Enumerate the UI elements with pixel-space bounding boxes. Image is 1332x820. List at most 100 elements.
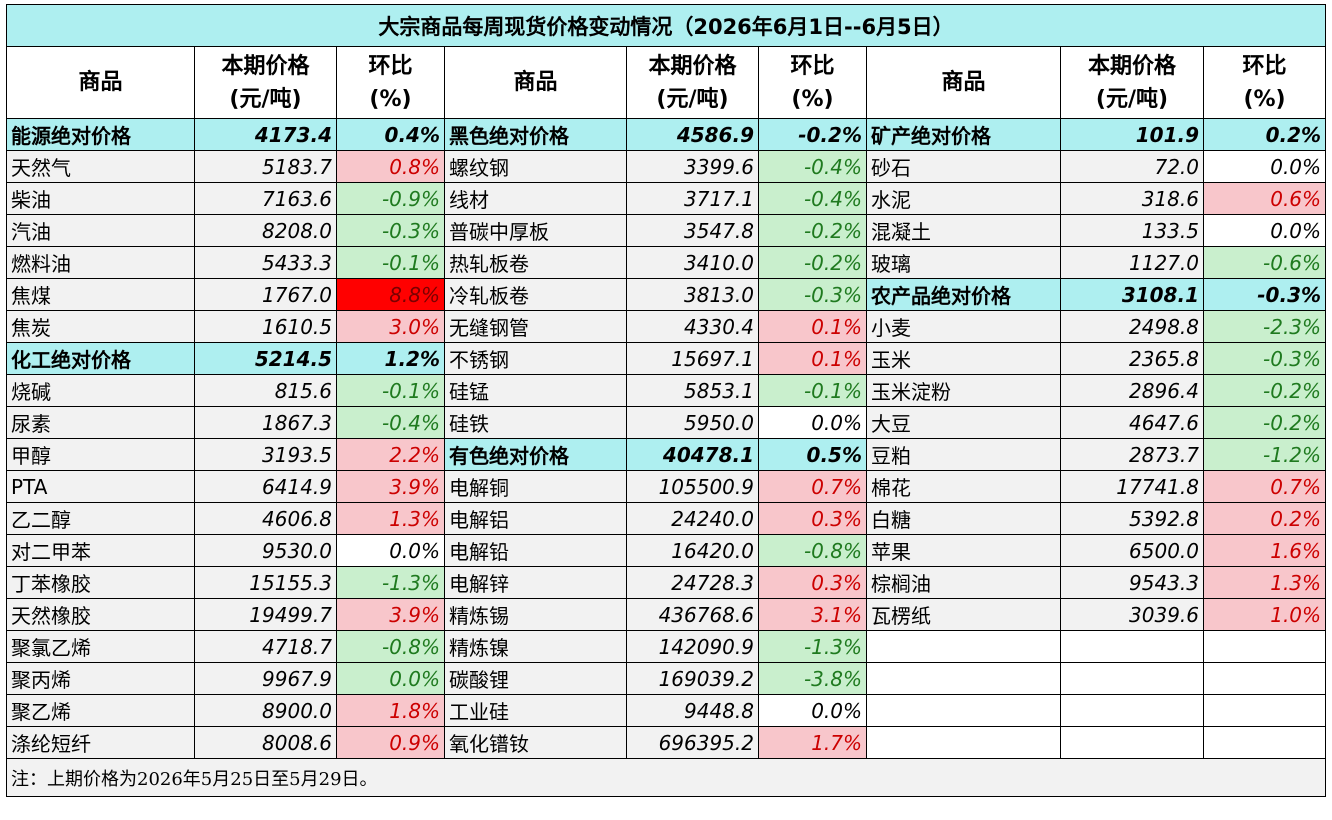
group-price: 4173.4 bbox=[194, 118, 337, 151]
table-row: 对二甲苯 9530.0 0.0% 电解铅 16420.0 -0.8% 苹果 6500.0 1.6… bbox=[6, 534, 1327, 567]
table-row: 涤纶短纤 8008.6 0.9% 氧化镨钕 696395.2 1.7% bbox=[6, 726, 1327, 759]
commodity-name: 燃料油 bbox=[6, 246, 195, 279]
commodity-price: 5950.0 bbox=[626, 406, 759, 439]
commodity-name: 冷轧板卷 bbox=[444, 278, 627, 311]
table-row: 焦炭 1610.5 3.0% 无缝钢管 4330.4 0.1% 小麦 2498.8 -2.3% bbox=[6, 310, 1327, 343]
commodity-price: 8900.0 bbox=[194, 694, 337, 727]
commodity-price: 3399.6 bbox=[626, 150, 759, 183]
commodity-price: 9543.3 bbox=[1060, 566, 1204, 599]
commodity-price: 16420.0 bbox=[626, 534, 759, 567]
commodity-price: 133.5 bbox=[1060, 214, 1204, 247]
commodity-price: 2498.8 bbox=[1060, 310, 1204, 343]
commodity-change bbox=[1202, 694, 1327, 727]
commodity-price: 24728.3 bbox=[626, 566, 759, 599]
group-name: 农产品绝对价格 bbox=[866, 278, 1061, 311]
table-row: 化工绝对价格 5214.5 1.2% 不锈钢 15697.1 0.1% 玉米 2365.8 -0… bbox=[6, 342, 1327, 375]
commodity-name: 电解铅 bbox=[444, 534, 627, 567]
commodity-change: 1.3% bbox=[1202, 566, 1327, 599]
commodity-price: 15155.3 bbox=[194, 566, 337, 599]
commodity-price: 5853.1 bbox=[626, 374, 759, 407]
commodity-change: 0.7% bbox=[758, 470, 867, 503]
commodity-price bbox=[1060, 726, 1204, 759]
price-table: 大宗商品每周现货价格变动情况（2026年6月1日--6月5日） 商品 本期价格 (元… bbox=[5, 4, 1327, 797]
commodity-price: 5433.3 bbox=[194, 246, 337, 279]
commodity-change: 0.6% bbox=[1202, 182, 1327, 215]
commodity-change: -0.3% bbox=[758, 278, 867, 311]
commodity-change: 1.6% bbox=[1202, 534, 1327, 567]
commodity-name bbox=[866, 630, 1061, 663]
header-change-line2: (%) bbox=[791, 86, 834, 112]
commodity-name: 汽油 bbox=[6, 214, 195, 247]
commodity-price: 9967.9 bbox=[194, 662, 337, 695]
commodity-price: 696395.2 bbox=[626, 726, 759, 759]
commodity-name: 柴油 bbox=[6, 182, 195, 215]
commodity-name: 氧化镨钕 bbox=[444, 726, 627, 759]
commodity-price: 3813.0 bbox=[626, 278, 759, 311]
group-price: 4586.9 bbox=[626, 118, 759, 151]
table-row: 焦煤 1767.0 8.8% 冷轧板卷 3813.0 -0.3% 农产品绝对价格 3108.1… bbox=[6, 278, 1327, 311]
commodity-price: 3547.8 bbox=[626, 214, 759, 247]
commodity-change: 0.0% bbox=[336, 534, 445, 567]
commodity-name: 精炼镍 bbox=[444, 630, 627, 663]
commodity-name: 精炼锡 bbox=[444, 598, 627, 631]
header-change-line2: (%) bbox=[369, 86, 412, 112]
commodity-name: 棕榈油 bbox=[866, 566, 1061, 599]
group-change: -0.2% bbox=[758, 118, 867, 151]
header-price-line2: (元/吨) bbox=[229, 86, 302, 112]
header-change-line1: 环比 bbox=[368, 53, 413, 79]
commodity-name: 电解铜 bbox=[444, 470, 627, 503]
commodity-price: 1610.5 bbox=[194, 310, 337, 343]
group-change: 0.5% bbox=[758, 438, 867, 471]
header-price-line2: (元/吨) bbox=[1095, 86, 1169, 112]
commodity-price: 3717.1 bbox=[626, 182, 759, 215]
commodity-price: 105500.9 bbox=[626, 470, 759, 503]
commodity-price: 1127.0 bbox=[1060, 246, 1204, 279]
commodity-name: 电解锌 bbox=[444, 566, 627, 599]
group-change: 1.2% bbox=[336, 342, 445, 375]
commodity-name: 豆粕 bbox=[866, 438, 1061, 471]
table-row: 能源绝对价格 4173.4 0.4% 黑色绝对价格 4586.9 -0.2% 矿产绝对价格 1… bbox=[6, 118, 1327, 151]
commodity-name bbox=[866, 694, 1061, 727]
commodity-price bbox=[1060, 662, 1204, 695]
header-change: 环比 (%) bbox=[758, 46, 867, 119]
commodity-name bbox=[866, 662, 1061, 695]
group-name: 能源绝对价格 bbox=[6, 118, 195, 151]
header-change-line1: 环比 bbox=[1242, 53, 1287, 79]
commodity-change: -3.8% bbox=[758, 662, 867, 695]
header-price-line2: (元/吨) bbox=[656, 86, 729, 112]
commodity-name: 普碳中厚板 bbox=[444, 214, 627, 247]
commodity-price: 24240.0 bbox=[626, 502, 759, 535]
commodity-change: -0.4% bbox=[758, 150, 867, 183]
group-name: 黑色绝对价格 bbox=[444, 118, 627, 151]
commodity-price: 6414.9 bbox=[194, 470, 337, 503]
header-price-line1: 本期价格 bbox=[648, 53, 737, 79]
commodity-name: 对二甲苯 bbox=[6, 534, 195, 567]
commodity-name: 玻璃 bbox=[866, 246, 1061, 279]
commodity-name: 天然橡胶 bbox=[6, 598, 195, 631]
commodity-change: 8.8% bbox=[336, 278, 445, 311]
commodity-price: 19499.7 bbox=[194, 598, 337, 631]
commodity-change: -0.1% bbox=[336, 246, 445, 279]
commodity-change: -0.2% bbox=[1202, 374, 1327, 407]
commodity-change: -0.6% bbox=[1202, 246, 1327, 279]
commodity-price: 815.6 bbox=[194, 374, 337, 407]
footnote: 注：上期价格为2026年5月25日至5月29日。 bbox=[5, 758, 1327, 797]
header-change-line2: (%) bbox=[1243, 86, 1286, 112]
commodity-name: 乙二醇 bbox=[6, 502, 195, 535]
commodity-change: 1.3% bbox=[336, 502, 445, 535]
commodity-change: 1.8% bbox=[336, 694, 445, 727]
commodity-price: 318.6 bbox=[1060, 182, 1204, 215]
commodity-name: 天然气 bbox=[6, 150, 195, 183]
commodity-price: 1767.0 bbox=[194, 278, 337, 311]
commodity-change: -0.2% bbox=[1202, 406, 1327, 439]
commodity-price: 8008.6 bbox=[194, 726, 337, 759]
commodity-name: 聚氯乙烯 bbox=[6, 630, 195, 663]
commodity-name: 聚丙烯 bbox=[6, 662, 195, 695]
header-price-line1: 本期价格 bbox=[1087, 53, 1176, 79]
commodity-name: 尿素 bbox=[6, 406, 195, 439]
commodity-name: 水泥 bbox=[866, 182, 1061, 215]
commodity-change: 3.9% bbox=[336, 470, 445, 503]
table-row: 天然气 5183.7 0.8% 螺纹钢 3399.6 -0.4% 砂石 72.0 0.0% bbox=[6, 150, 1327, 183]
commodity-change bbox=[1202, 630, 1327, 663]
commodity-change: -2.3% bbox=[1202, 310, 1327, 343]
